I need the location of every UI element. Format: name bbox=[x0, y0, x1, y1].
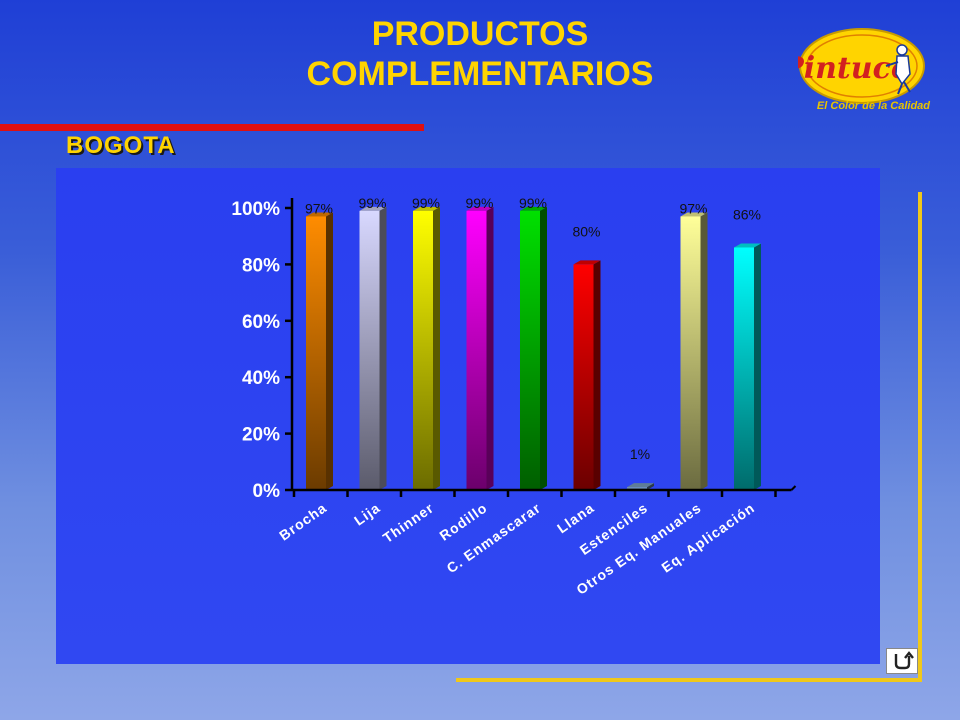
region-label: BOGOTA bbox=[66, 132, 176, 159]
bar-top bbox=[573, 260, 601, 265]
data-label: 99% bbox=[519, 195, 547, 211]
y-tick-label: 0% bbox=[253, 481, 281, 502]
back-button[interactable] bbox=[886, 648, 918, 674]
bar-top bbox=[359, 206, 387, 211]
data-label: 97% bbox=[679, 200, 707, 216]
category-label: Thinner bbox=[380, 499, 437, 546]
bar-top bbox=[306, 212, 333, 217]
data-label: 86% bbox=[733, 206, 761, 222]
y-axis: 0% 20% 40% 60% 80% 100% bbox=[231, 198, 294, 502]
y-tick-label: 20% bbox=[242, 425, 280, 446]
bar-side bbox=[486, 206, 494, 490]
data-label: 99% bbox=[465, 195, 493, 211]
bar-front bbox=[520, 210, 540, 490]
bar-top bbox=[520, 206, 547, 211]
category-label: Brocha bbox=[276, 499, 330, 543]
logo-icon: Pintuco bbox=[780, 28, 925, 104]
data-label: 99% bbox=[358, 195, 386, 211]
title-line-2: COMPLEMENTARIOS bbox=[306, 55, 654, 93]
bar-top bbox=[627, 483, 654, 488]
bar-side bbox=[647, 483, 654, 490]
bar-5 bbox=[573, 260, 601, 490]
frame-line-horizontal bbox=[456, 678, 922, 682]
bar-side bbox=[700, 212, 708, 490]
y-tick-label: 40% bbox=[242, 368, 280, 389]
logo-text: Pintuco bbox=[798, 51, 911, 86]
return-arrow-icon bbox=[894, 651, 914, 670]
title-line-1: PRODUCTOS bbox=[371, 15, 589, 53]
bar-top bbox=[466, 206, 494, 211]
bar-8 bbox=[734, 243, 761, 490]
bar-side bbox=[540, 206, 547, 490]
data-label: 80% bbox=[572, 223, 600, 239]
bar-front bbox=[359, 210, 380, 490]
bar-side bbox=[433, 206, 440, 490]
y-tick-label: 100% bbox=[231, 199, 280, 220]
bar-4 bbox=[520, 206, 547, 490]
bar-side bbox=[326, 212, 333, 490]
pintuco-logo: Pintuco bbox=[780, 26, 932, 116]
category-label: Eq. Aplicación bbox=[658, 499, 757, 575]
bar-front bbox=[627, 487, 647, 490]
frame-line-vertical bbox=[918, 192, 922, 682]
x-axis-depth bbox=[790, 485, 797, 491]
data-label: 99% bbox=[412, 195, 440, 211]
y-tick-label: 80% bbox=[242, 255, 280, 276]
bar-front bbox=[466, 210, 487, 490]
data-label: 1% bbox=[630, 446, 650, 462]
logo-tagline: El Color de la Calidad bbox=[816, 100, 930, 112]
page-title: PRODUCTOS COMPLEMENTARIOS bbox=[0, 14, 960, 94]
bar-3 bbox=[466, 206, 494, 490]
bar-top bbox=[680, 212, 708, 217]
bar-front bbox=[573, 264, 594, 490]
bar-2 bbox=[413, 206, 440, 490]
bar-7 bbox=[680, 212, 708, 490]
category-label: Lija bbox=[351, 499, 383, 528]
bar-0 bbox=[306, 212, 333, 490]
data-label: 97% bbox=[305, 200, 333, 216]
bar-front bbox=[413, 210, 433, 490]
bar-front bbox=[734, 247, 754, 490]
chart-panel: 0% 20% 40% 60% 80% 100% 97% 99% 99% 99% 99% 80% 1% 9… bbox=[56, 168, 880, 664]
red-divider bbox=[0, 124, 424, 131]
category-label: C. Enmascarar bbox=[444, 499, 544, 576]
bar-front bbox=[680, 216, 701, 490]
bars: 97% 99% 99% 99% 99% 80% 1% 97% 86% bbox=[305, 195, 761, 490]
bar-side bbox=[593, 260, 601, 490]
bar-top bbox=[734, 243, 761, 248]
bar-6 bbox=[627, 483, 654, 490]
bar-side bbox=[379, 206, 387, 490]
bar-chart: 0%20%40%60%80%100% 97% 99% 99% 99% 99%80%1%9… bbox=[231, 195, 797, 598]
bar-front bbox=[306, 216, 326, 490]
y-tick-label: 60% bbox=[242, 312, 280, 333]
bar-1 bbox=[359, 206, 387, 490]
bar-top bbox=[413, 206, 440, 211]
category-label: Llana bbox=[554, 499, 597, 536]
bar-side bbox=[754, 243, 761, 490]
